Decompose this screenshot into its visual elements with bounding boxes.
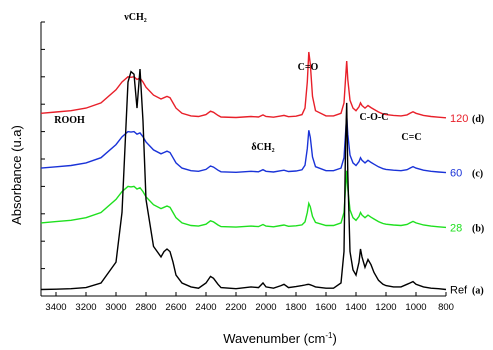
x-tick-label: 1000: [405, 302, 426, 313]
series-line-60: [40, 115, 447, 174]
series-letter-60: (c): [472, 169, 483, 180]
annotation-label: δCH₂: [251, 142, 274, 153]
x-axis-title-sup: -1: [325, 331, 333, 340]
annotation-label: ROOH: [54, 115, 85, 126]
x-tick-label: 2200: [225, 302, 246, 313]
x-axis-title-end: ): [332, 331, 336, 346]
series-label-ref: Ref: [450, 284, 468, 296]
series-letter-ref: (a): [472, 285, 484, 296]
x-axis-title-main: Wavenumber (cm: [223, 331, 325, 346]
x-tick-label: 3200: [75, 302, 96, 313]
x-axis-title: Wavenumber (cm-1): [223, 331, 337, 346]
y-axis-title: Absorbance (u.a): [9, 125, 24, 225]
series-label-120: 120: [450, 113, 468, 125]
series-line-ref: [40, 68, 447, 291]
x-tick-label: 2800: [135, 302, 156, 313]
series-letter-28: (b): [472, 223, 484, 234]
annotation-label: C=O: [298, 62, 319, 73]
x-tick-label: 1800: [285, 302, 306, 313]
x-tick-label: 1600: [315, 302, 336, 313]
x-tick-label: 2400: [195, 302, 216, 313]
x-tick-label: 1400: [345, 302, 366, 313]
annotation-label: νCH₂: [123, 12, 146, 23]
annotation-label: C-O-C: [360, 112, 389, 123]
x-tick-label: 2600: [165, 302, 186, 313]
series-label-60: 60: [450, 168, 462, 180]
series-label-28: 28: [450, 222, 462, 234]
x-tick-label: 2000: [255, 302, 276, 313]
x-tick-label: 800: [438, 302, 454, 313]
series-group: 120 (d) 60 (c) 28 (b) Ref (a): [40, 51, 484, 296]
series-line-120: [40, 51, 447, 119]
x-tick-label: 3400: [45, 302, 66, 313]
annotations: ROOH νCH₂ δCH₂ C=O C-O-C C=C: [54, 12, 421, 153]
series-letter-120: (d): [472, 114, 484, 125]
axes: 3400 3200 3000 2800 2600 2400 2200 2000 1800 1600…: [40, 21, 454, 313]
series-line-28: [40, 170, 447, 229]
x-tick-label: 1200: [375, 302, 396, 313]
annotation-label: C=C: [401, 132, 421, 143]
x-tick-label: 3000: [105, 302, 126, 313]
